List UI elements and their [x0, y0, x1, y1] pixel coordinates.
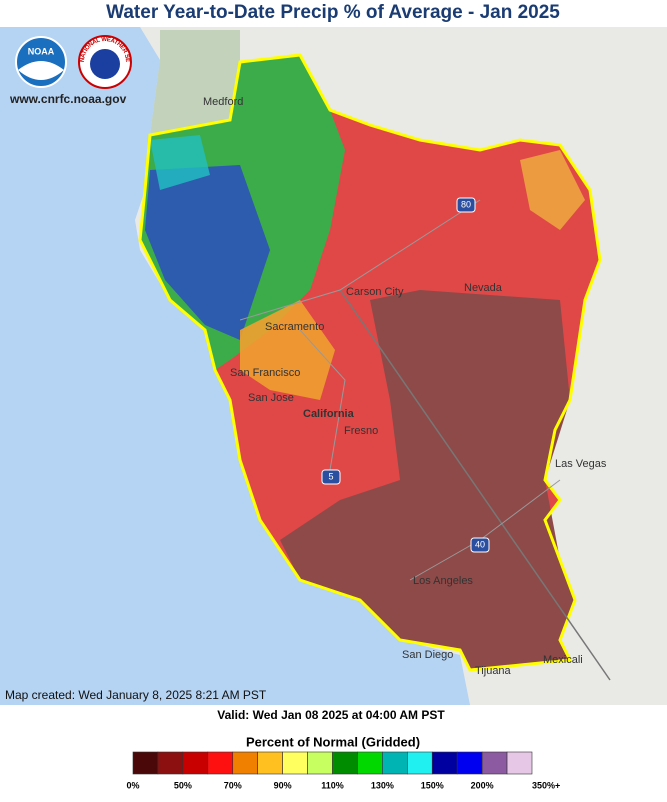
legend-label: 110% — [321, 780, 344, 790]
legend-label: 50% — [174, 780, 192, 790]
title: Water Year-to-Date Precip % of Average -… — [106, 2, 560, 23]
shield — [321, 469, 341, 485]
legend-label: 150% — [421, 780, 444, 790]
shield-label: 40 — [475, 539, 485, 549]
legend-label: 130% — [371, 780, 394, 790]
shield-label: 80 — [461, 199, 471, 209]
place-label: Fresno — [344, 425, 378, 437]
legend-swatch — [157, 751, 184, 775]
legend-title: Percent of Normal (Gridded) — [246, 734, 420, 749]
noaa-gull — [18, 61, 64, 80]
place-label: Tijuana — [475, 665, 512, 677]
legend-swatch — [332, 751, 358, 775]
noaa-logo: NOAA — [15, 36, 67, 88]
place-label: Carson City — [346, 286, 404, 298]
shield-label: 5 — [328, 471, 333, 481]
noaa-text: NOAA — [28, 46, 55, 56]
map: Medford Carson City Nevada Sacramento Sa… — [0, 0, 667, 705]
legend-swatch — [307, 751, 333, 775]
legend-swatch — [456, 751, 483, 775]
region-outline — [138, 53, 602, 672]
shield — [456, 197, 476, 213]
website: www.cnrfc.noaa.gov — [9, 92, 127, 106]
shield — [470, 537, 490, 553]
place-label: Los Angeles — [413, 575, 473, 587]
place-label: Medford — [203, 96, 243, 108]
legend-swatch — [506, 751, 533, 775]
oregon-terrain — [150, 30, 240, 135]
place-label: Nevada — [464, 282, 503, 294]
legend-label: 70% — [224, 780, 242, 790]
place-label: San Jose — [248, 392, 294, 404]
legend-swatch — [481, 751, 508, 775]
legend-label: 0% — [126, 780, 139, 790]
ne-nevada — [520, 150, 585, 230]
place-label: San Diego — [402, 649, 453, 661]
cities: Medford Carson City Nevada Sacramento Sa… — [203, 96, 607, 677]
state-line — [339, 289, 611, 681]
place-label: San Francisco — [230, 367, 300, 379]
legend-swatch — [357, 751, 383, 775]
map-created: Map created: Wed January 8, 2025 8:21 AM… — [5, 688, 267, 702]
place-label: California — [303, 408, 355, 420]
place-label: Mexicali — [543, 654, 583, 666]
legend-swatch — [407, 751, 433, 775]
very-wet — [145, 165, 270, 340]
dry-south — [280, 290, 575, 670]
valley-dry — [240, 300, 335, 400]
place-label: Las Vegas — [555, 458, 607, 470]
shields: 80 5 40 — [321, 197, 490, 553]
legend-swatch — [182, 751, 209, 775]
legend-label: 200% — [471, 780, 494, 790]
legend-swatch — [232, 751, 258, 775]
legend: 0% 50% 70% 90% 110% 130% 150% 200% 350%+ — [126, 751, 560, 790]
legend-swatch — [382, 751, 408, 775]
legend-swatch — [132, 751, 159, 775]
wet-coast — [150, 135, 210, 190]
ocean — [0, 27, 470, 705]
valid-time: Valid: Wed Jan 08 2025 at 04:00 AM PST — [217, 708, 445, 722]
legend-label: 350%+ — [532, 780, 560, 790]
legend-swatch — [207, 751, 234, 775]
legend-label: 90% — [274, 780, 292, 790]
place-label: Sacramento — [265, 321, 324, 333]
legend-swatch — [257, 751, 283, 775]
legend-swatch — [282, 751, 308, 775]
nws-inner — [90, 49, 120, 79]
legend-swatch — [431, 751, 458, 775]
